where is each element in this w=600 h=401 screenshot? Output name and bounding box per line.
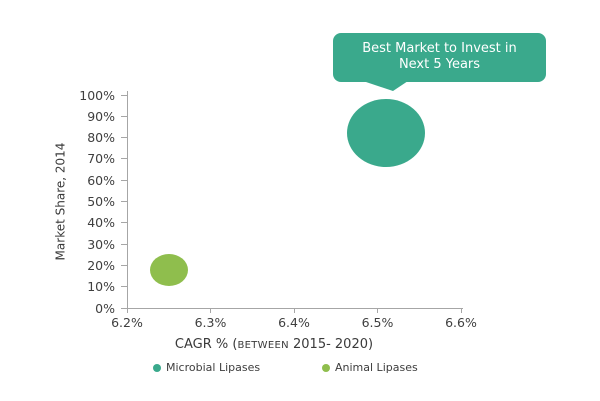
- y-axis-line: [127, 91, 128, 309]
- y-axis-tick: [121, 222, 127, 224]
- y-axis-tick: [121, 137, 127, 139]
- x-tick-label: 6.2%: [111, 315, 143, 330]
- y-axis-tick: [121, 115, 127, 117]
- y-axis-tick: [121, 179, 127, 181]
- legend-item-microbial-lipases: Microbial Lipases: [153, 360, 260, 375]
- x-axis-title: CAGR % (BETWEEN 2015- 2020): [124, 337, 424, 352]
- y-axis-tick: [121, 286, 127, 288]
- x-tick-label: 6.5%: [361, 315, 394, 330]
- y-axis-tick: [121, 243, 127, 245]
- x-axis-line: [127, 308, 463, 309]
- legend-dot-icon: [153, 363, 161, 372]
- x-axis-title-suffix: 2015- 2020): [288, 337, 374, 352]
- y-axis-tick: [121, 307, 127, 309]
- y-tick-label: 20%: [87, 257, 115, 273]
- legend-dot-icon: [322, 363, 330, 372]
- y-tick-label: 90%: [87, 108, 115, 124]
- x-tick-label: 6.6%: [445, 315, 477, 330]
- legend-label: Microbial Lipases: [166, 361, 261, 374]
- callout-line-2: Next 5 Years: [398, 57, 481, 72]
- callout-tail-pointer: [363, 81, 408, 91]
- x-axis-tick: [126, 308, 128, 313]
- x-axis-title-prefix: CAGR % (: [174, 337, 238, 352]
- y-tick-label: 80%: [87, 130, 115, 146]
- y-tick-label: 0%: [95, 300, 115, 316]
- x-tick-label: 6.4%: [278, 315, 310, 330]
- bubble-microbial-lipases: [346, 99, 425, 168]
- legend-label: Animal Lipases: [335, 361, 418, 374]
- callout-tooltip: Best Market to Invest in Next 5 Years: [333, 33, 546, 91]
- bubble-animal-lipases: [149, 253, 188, 286]
- x-axis-tick: [210, 308, 211, 313]
- y-tick-label: 30%: [87, 236, 115, 252]
- x-axis-title-smallcaps: BETWEEN: [237, 340, 289, 351]
- x-axis-tick: [293, 308, 295, 313]
- y-axis-tick: [121, 264, 127, 266]
- y-tick-label: 100%: [79, 87, 115, 103]
- y-axis-tick: [121, 94, 127, 96]
- y-tick-label: 50%: [87, 194, 115, 209]
- y-axis-title: Market Share, 2014: [53, 142, 68, 261]
- x-axis-tick: [377, 308, 378, 313]
- y-tick-label: 60%: [87, 172, 115, 188]
- legend-item-animal-lipases: Animal Lipases: [322, 360, 418, 375]
- y-tick-label: 40%: [87, 215, 115, 231]
- y-axis-tick: [121, 158, 127, 160]
- y-tick-label: 10%: [87, 279, 115, 295]
- callout-line-1: Best Market to Invest in: [362, 41, 517, 56]
- y-axis-tick: [121, 201, 127, 202]
- x-tick-label: 6.3%: [194, 315, 227, 330]
- x-axis-tick: [460, 308, 462, 313]
- y-tick-label: 70%: [87, 151, 115, 167]
